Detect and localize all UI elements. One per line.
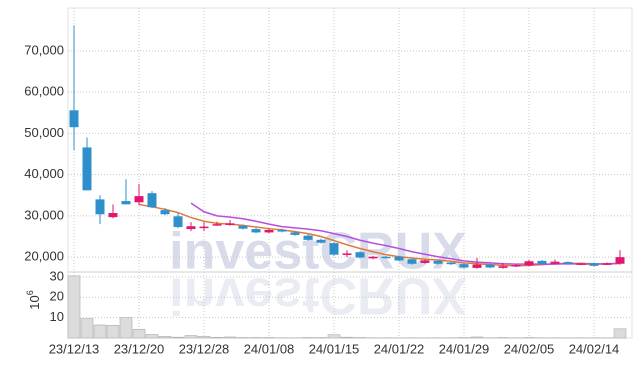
y-tick-label: 50,000 bbox=[24, 125, 64, 140]
y-tick-label: 20,000 bbox=[24, 249, 64, 264]
candle-body bbox=[407, 259, 417, 264]
volume-bar bbox=[93, 324, 107, 339]
candle-body bbox=[381, 256, 391, 259]
candle-body bbox=[433, 260, 443, 264]
y-tick-label: 70,000 bbox=[24, 42, 64, 57]
volume-bar bbox=[80, 318, 94, 339]
candle-body bbox=[251, 229, 261, 233]
volume-unit: 106 bbox=[25, 290, 42, 309]
candle-body bbox=[238, 225, 248, 229]
volume-bar bbox=[184, 335, 198, 339]
x-tick-label: 24/01/15 bbox=[309, 341, 360, 356]
candle-body bbox=[173, 216, 183, 228]
volume-bar bbox=[223, 336, 237, 339]
candle-body bbox=[160, 210, 170, 215]
volume-bar bbox=[67, 275, 81, 339]
volume-bar bbox=[132, 328, 146, 339]
candle-body bbox=[212, 224, 222, 226]
candle-body bbox=[199, 226, 209, 229]
candle-body bbox=[394, 256, 404, 261]
candle-body bbox=[563, 262, 573, 264]
candle-body bbox=[537, 260, 547, 264]
volume-bar bbox=[327, 334, 341, 339]
y-tick-label: 20 bbox=[50, 289, 64, 304]
volume-bar bbox=[210, 337, 224, 339]
volume-bar bbox=[171, 336, 185, 339]
unit-exponent: 6 bbox=[25, 290, 35, 295]
volume-bar bbox=[119, 317, 133, 339]
watermark: investCRUX bbox=[169, 223, 467, 281]
candle-body bbox=[147, 193, 157, 208]
candle-body bbox=[82, 147, 92, 191]
x-tick-label: 24/01/22 bbox=[374, 341, 425, 356]
candle-body bbox=[121, 201, 131, 205]
candle-body bbox=[420, 260, 430, 263]
candle-body bbox=[134, 196, 144, 203]
moving-average-line bbox=[190, 202, 621, 265]
candle-body bbox=[225, 223, 235, 225]
x-tick-label: 23/12/28 bbox=[179, 341, 230, 356]
unit-base: 10 bbox=[27, 295, 42, 309]
volume-bar bbox=[470, 336, 484, 339]
candle-body bbox=[277, 229, 287, 232]
candle-body bbox=[550, 261, 560, 264]
candle-body bbox=[186, 226, 196, 230]
x-tick-label: 24/01/08 bbox=[244, 341, 295, 356]
candle-body bbox=[290, 232, 300, 235]
y-tick-label: 40,000 bbox=[24, 166, 64, 181]
y-tick-label: 30 bbox=[50, 268, 64, 283]
candle-body bbox=[69, 110, 79, 128]
volume-bar bbox=[106, 325, 120, 339]
y-tick-label: 30,000 bbox=[24, 207, 64, 222]
x-tick-label: 24/01/29 bbox=[439, 341, 490, 356]
candle-body bbox=[355, 252, 365, 258]
candle-body bbox=[524, 261, 534, 266]
candle-body bbox=[329, 243, 339, 255]
volume-bar bbox=[613, 328, 627, 339]
y-tick-label: 60,000 bbox=[24, 84, 64, 99]
candle-body bbox=[264, 229, 274, 233]
candle-body bbox=[498, 266, 508, 268]
y-tick-label: 10 bbox=[50, 309, 64, 324]
candle-body bbox=[485, 264, 495, 268]
volume-bar bbox=[145, 334, 159, 339]
candle-body bbox=[602, 263, 612, 265]
x-tick-label: 23/12/13 bbox=[49, 341, 100, 356]
volume-bar bbox=[158, 336, 172, 339]
candle-body bbox=[368, 256, 378, 259]
candle-body bbox=[316, 239, 326, 243]
watermark-reflection: investCRUX bbox=[169, 266, 467, 324]
candle-body bbox=[576, 263, 586, 265]
volume-bar bbox=[340, 336, 354, 339]
candle-body bbox=[472, 264, 482, 268]
candle-body bbox=[459, 264, 469, 268]
x-tick-label: 24/02/05 bbox=[504, 341, 555, 356]
candle-body bbox=[511, 264, 521, 267]
candle-body bbox=[303, 235, 313, 240]
volume-bar bbox=[197, 336, 211, 339]
candle-body bbox=[589, 263, 599, 266]
candle-body bbox=[95, 199, 105, 215]
candle-body bbox=[342, 253, 352, 255]
candle-body bbox=[108, 213, 118, 218]
x-tick-label: 24/02/14 bbox=[569, 341, 620, 356]
candle-body bbox=[615, 257, 625, 264]
candle-body bbox=[446, 262, 456, 265]
x-tick-label: 23/12/20 bbox=[114, 341, 165, 356]
